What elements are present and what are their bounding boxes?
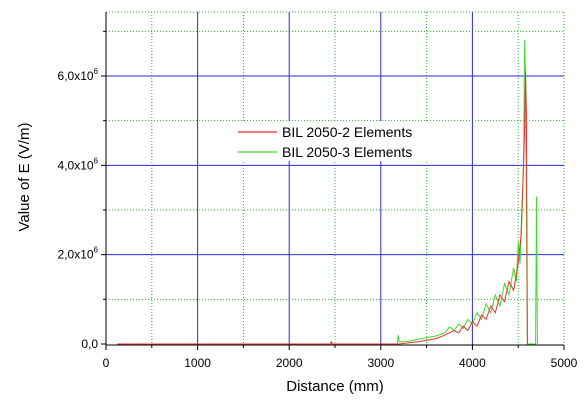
y-tick-label: 4,0x106 [58,156,99,172]
series-line-1 [117,71,528,345]
x-tick-label: 5000 [551,356,578,370]
legend-label-1: BIL 2050-2 Elements [282,124,412,140]
y-tick-label: 0,0 [81,337,98,351]
y-tick-label: 2,0x106 [58,246,99,262]
axes [101,12,565,350]
y-axis-title: Value of E (V/m) [16,123,33,232]
x-tick-label: 2000 [276,356,303,370]
tick-labels: 0 1000 2000 3000 4000 5000 0,0 2,0x106 4,0x106 6,… [58,67,578,370]
legend: BIL 2050-2 Elements BIL 2050-3 Elements [233,121,441,161]
x-tick-label: 4000 [459,356,486,370]
major-grid [106,12,564,345]
x-axis-title: Distance (mm) [286,378,384,395]
x-tick-label: 0 [103,356,110,370]
minor-grid [106,11,565,345]
series-layer [117,40,538,345]
legend-label-2: BIL 2050-3 Elements [282,144,412,160]
x-tick-label: 1000 [184,356,211,370]
y-tick-label: 6,0x106 [58,67,99,83]
x-tick-label: 3000 [367,356,394,370]
legend-box [233,121,441,161]
